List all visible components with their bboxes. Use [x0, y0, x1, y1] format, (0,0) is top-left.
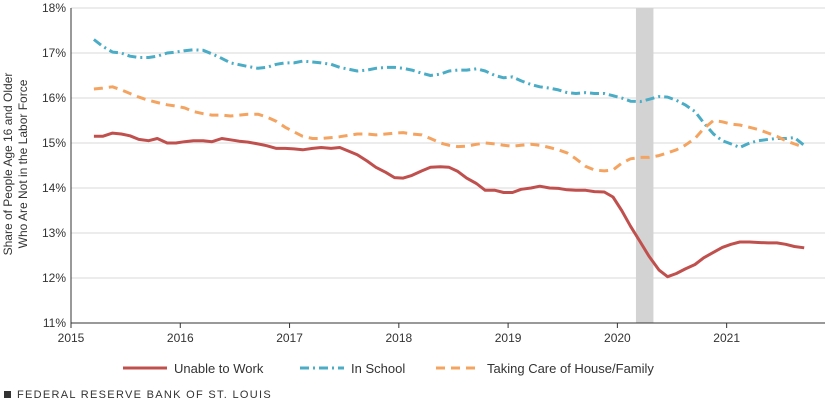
legend-label-1: In School	[351, 361, 405, 376]
source-label: FEDERAL RESERVE BANK OF ST. LOUIS	[17, 389, 273, 401]
y-tick-label: 13%	[42, 226, 66, 240]
y-tick-label: 16%	[42, 91, 66, 105]
legend-label-0: Unable to Work	[174, 361, 264, 376]
y-axis-title-line-2: Who Are Not in the Labor Force	[16, 79, 30, 248]
series-line-0	[93, 131, 805, 279]
axes: 11% 12% 13% 14% 15% 16% 17% 18% 2015 2016 2017 2018…	[42, 1, 825, 345]
source-footer: FEDERAL RESERVE BANK OF ST. LOUIS	[4, 389, 272, 401]
series-line-2	[93, 85, 805, 173]
y-tick-label: 11%	[43, 316, 66, 330]
x-tick-label: 2021	[713, 331, 740, 345]
legend: Unable to Work In School Taking Care of Ho…	[123, 361, 654, 376]
square-bullet-icon	[4, 391, 11, 398]
x-tick-label: 2016	[167, 331, 194, 345]
recession-shading	[635, 8, 654, 323]
x-tick-label: 2019	[495, 331, 522, 345]
y-tick-label: 17%	[42, 46, 66, 60]
y-tick-label: 14%	[42, 181, 66, 195]
y-axis-title-line-1: Share of People Age 16 and Older	[1, 73, 15, 256]
legend-label-2: Taking Care of House/Family	[487, 361, 654, 376]
series-line-1	[92, 38, 806, 149]
x-tick-label: 2015	[58, 331, 85, 345]
y-tick-label: 15%	[42, 136, 66, 150]
grid	[71, 7, 825, 279]
x-tick-label: 2020	[604, 331, 631, 345]
series-layer	[92, 38, 806, 279]
x-tick-label: 2018	[385, 331, 412, 345]
y-tick-label: 18%	[42, 1, 66, 15]
y-axis-title: Share of People Age 16 and Older Who Are…	[1, 73, 30, 256]
y-tick-label: 12%	[42, 271, 66, 285]
x-tick-label: 2017	[276, 331, 303, 345]
